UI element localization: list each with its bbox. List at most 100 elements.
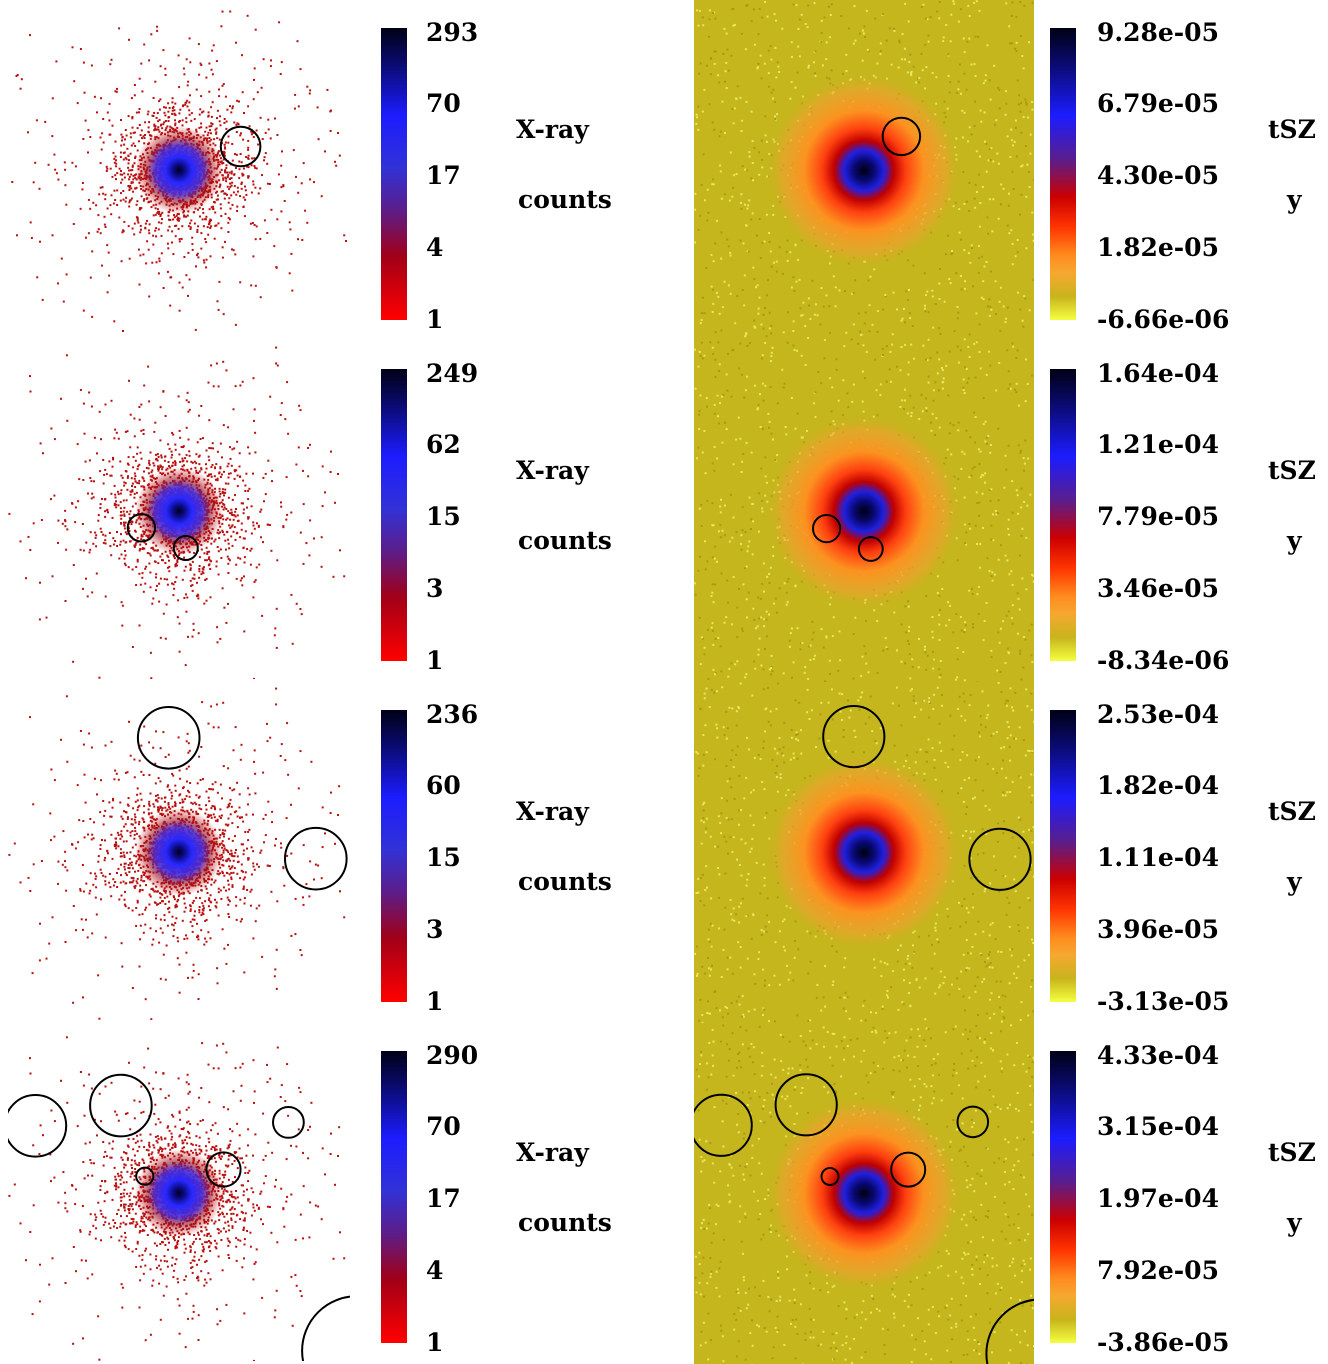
noise-pixel [1013, 141, 1016, 143]
photon-count [91, 315, 94, 318]
noise-pixel [723, 193, 726, 196]
photon-count [202, 259, 205, 262]
noise-pixel [760, 323, 763, 326]
photon-count [92, 496, 95, 499]
photon-count [130, 182, 133, 185]
photon-count [82, 587, 84, 590]
photon-count [245, 193, 248, 196]
noise-pixel [906, 71, 909, 74]
photon-count [120, 517, 123, 520]
photon-count [243, 537, 246, 540]
noise-pixel [1024, 297, 1027, 300]
noise-pixel [718, 312, 721, 315]
noise-pixel [813, 72, 816, 75]
photon-count [99, 503, 102, 506]
photon-count [225, 518, 228, 521]
photon-count [185, 117, 188, 120]
photon-count [172, 433, 175, 436]
noise-pixel [977, 245, 980, 247]
photon-count [171, 431, 174, 434]
noise-pixel [763, 62, 766, 65]
photon-count [182, 67, 185, 70]
noise-pixel [973, 63, 976, 66]
photon-count [99, 527, 102, 530]
photon-count [225, 127, 228, 130]
photon-count [177, 557, 180, 560]
photon-count [207, 131, 210, 134]
photon-count [99, 186, 102, 189]
photon-count [122, 158, 125, 161]
photon-count [131, 169, 134, 172]
noise-pixel [1027, 116, 1030, 119]
photon-count [176, 616, 179, 619]
photon-count [92, 542, 95, 545]
photon-count [234, 510, 237, 513]
photon-count [110, 194, 113, 197]
noise-pixel [764, 307, 766, 309]
noise-pixel [766, 294, 769, 297]
photon-count [270, 208, 273, 211]
noise-pixel [698, 72, 701, 75]
colorbar-tick: 1 [426, 305, 444, 334]
noise-pixel [975, 0, 978, 3]
photon-count [151, 469, 154, 472]
photon-count [240, 528, 243, 531]
photon-count [269, 137, 272, 140]
photon-count [206, 226, 209, 229]
panel-row-1: 293 70 17 4 1 X-ray counts 9.28e-05 6.79… [0, 0, 1328, 341]
photon-count [205, 76, 208, 79]
photon-count [220, 25, 223, 28]
noise-pixel [977, 271, 980, 274]
noise-pixel [974, 35, 977, 38]
photon-count [183, 214, 186, 217]
photon-count [227, 557, 230, 560]
photon-count [148, 400, 151, 403]
noise-pixel [995, 313, 997, 315]
photon-count [159, 577, 162, 580]
noise-pixel [760, 77, 763, 80]
photon-count [103, 473, 106, 476]
noise-pixel [699, 322, 702, 325]
noise-pixel [918, 77, 921, 79]
photon-count [275, 266, 278, 269]
noise-pixel [874, 17, 877, 20]
photon-count [140, 207, 143, 210]
noise-pixel [978, 173, 981, 176]
noise-pixel [725, 61, 728, 64]
noise-pixel [768, 232, 771, 234]
photon-count [158, 260, 161, 263]
photon-count [230, 172, 233, 175]
photon-count [205, 266, 208, 269]
photon-count [57, 178, 60, 181]
photon-count [207, 558, 210, 560]
photon-count [152, 234, 155, 237]
noise-pixel [757, 33, 760, 36]
noise-pixel [904, 2, 907, 5]
photon-count [140, 457, 143, 460]
photon-count [140, 228, 142, 231]
photon-count [186, 99, 189, 102]
photon-count [215, 362, 218, 365]
photon-count [121, 604, 124, 607]
photon-count [257, 143, 260, 146]
noise-pixel [712, 260, 715, 263]
noise-pixel [995, 119, 998, 122]
noise-pixel [829, 331, 831, 334]
photon-count [251, 157, 254, 160]
photon-count [264, 493, 267, 496]
photon-count [253, 165, 256, 167]
noise-pixel [774, 100, 776, 103]
noise-pixel [925, 17, 927, 20]
photon-count [173, 109, 176, 112]
noise-pixel [901, 58, 904, 61]
photon-count [107, 511, 109, 514]
photon-count [276, 364, 279, 367]
noise-pixel [908, 289, 910, 291]
photon-count [103, 215, 106, 218]
noise-pixel [1004, 321, 1007, 324]
photon-count [142, 135, 145, 138]
photon-count [169, 219, 172, 221]
noise-pixel [702, 24, 705, 27]
photon-count [51, 135, 54, 138]
noise-pixel [744, 333, 747, 336]
